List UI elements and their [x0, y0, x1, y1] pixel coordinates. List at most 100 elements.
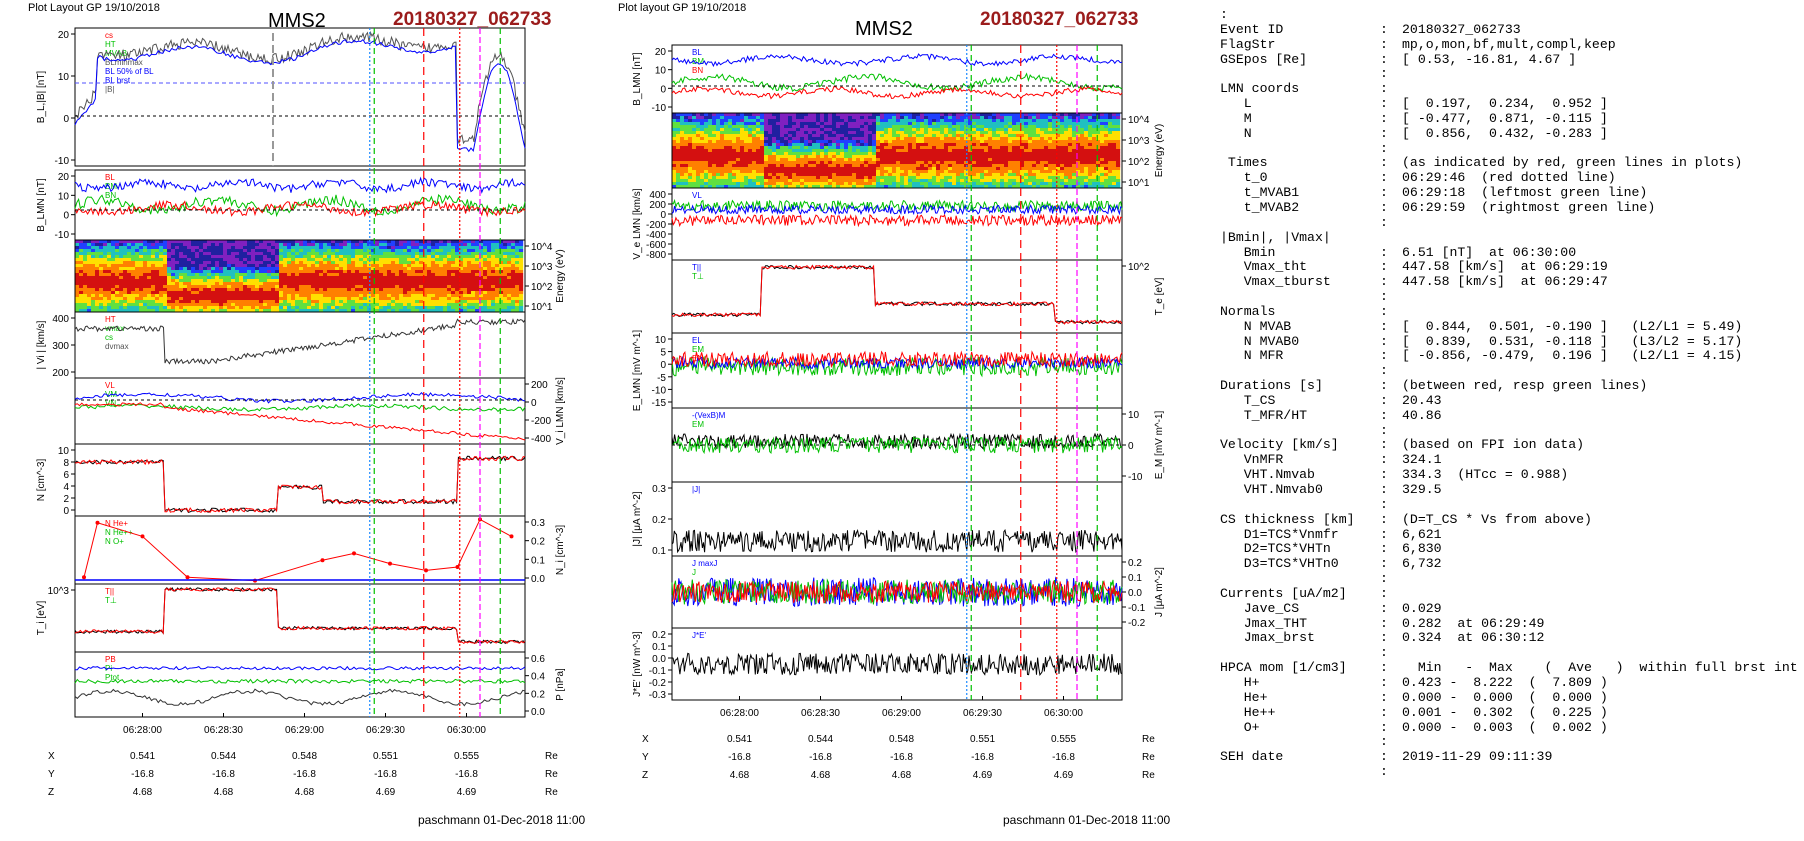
metadata-row: FlagStr: mp,o,mon,bf,mult,compl,keep — [1220, 37, 1798, 53]
metadata-value: 0.423 - 8.222 ( 7.809 ) — [1402, 674, 1608, 690]
metadata-sep: : — [1380, 585, 1388, 601]
mid-J-red-line — [671, 580, 1123, 604]
metadata-value: [ 0.53, -16.81, 4.67 ] — [1402, 51, 1577, 67]
metadata-sep: : — [1380, 541, 1388, 557]
left-pos-unit: Re — [545, 751, 558, 762]
metadata-sep: : — [1380, 734, 1388, 750]
mid-ytick-label: 400 — [649, 190, 666, 201]
metadata-row: T_CS:20.43 — [1220, 392, 1798, 409]
metadata-value: 40.86 — [1402, 407, 1442, 423]
metadata-sep: : — [1380, 749, 1388, 765]
metadata-key: L — [1220, 96, 1252, 112]
metadata-value: 0.282 at 06:29:49 — [1402, 615, 1545, 631]
mid-pos-row-label: X — [642, 734, 649, 745]
metadata-row: : — [1220, 423, 1798, 439]
mid-ytick-label: 20 — [655, 47, 667, 58]
left-legend-entry: cs — [105, 333, 113, 342]
mid-ylabel: T_e [eV] — [1154, 277, 1165, 315]
left-legend-entry: VL — [105, 381, 115, 390]
left-legend-entry: T⊥ — [105, 596, 117, 605]
metadata-sep: : — [1380, 140, 1388, 156]
metadata-row: : — [1220, 215, 1798, 231]
left-legend-entry: BL — [105, 173, 115, 182]
metadata-sep — [1380, 8, 1402, 23]
metadata-sep: : — [1380, 21, 1388, 37]
left-ytick-label: 400 — [52, 314, 69, 325]
left-legend-entry: N He+ — [105, 519, 128, 528]
metadata-row: Event ID:20180327_062733 — [1220, 21, 1798, 38]
metadata-value: (as indicated by red, green lines in plo… — [1402, 155, 1743, 171]
metadata-sep: : — [1380, 378, 1388, 394]
metadata-key: |Bmin|, |Vmax| — [1220, 229, 1331, 245]
metadata-row: N MFR: [ -0.856, -0.479, 0.196 ] (L2/L1 =… — [1220, 349, 1798, 364]
metadata-row: Jave_CS:0.029 — [1220, 600, 1798, 617]
metadata-value: Min - Max ( Ave ) within full brst int — [1402, 660, 1798, 676]
metadata-sep: : — [1380, 289, 1388, 305]
metadata-value: (based on FPI ion data) — [1402, 437, 1585, 453]
left-legend-entry: |B| — [105, 85, 115, 94]
left-legend-entry: N O+ — [105, 537, 124, 546]
left-panel-6 — [74, 515, 526, 585]
left-pos-row-label: X — [48, 751, 55, 762]
metadata-row: Jmax_brst:0.324 at 06:30:12 — [1220, 631, 1798, 646]
left-ytick-label: 6 — [63, 470, 69, 481]
metadata-key: Bmin — [1220, 244, 1276, 260]
metadata-row: D3=TCS*VHTn0:6,732 — [1220, 556, 1798, 572]
left-ytick-label: -10 — [55, 156, 70, 167]
mid-legend-entry: EM — [692, 345, 704, 354]
metadata-sep: : — [1380, 482, 1388, 497]
mid-ytick-label: -0.1 — [1128, 603, 1146, 614]
mid-ytick-label: -200 — [646, 220, 666, 231]
metadata-row: He+:0.000 - 0.000 ( 0.000 ) — [1220, 690, 1798, 706]
metadata-row: T_MFR/HT:40.86 — [1220, 407, 1798, 424]
metadata-value: [ -0.856, -0.479, 0.196 ] (L2/L1 = 4.15) — [1402, 348, 1743, 364]
metadata-sep: : — [1380, 185, 1388, 201]
metadata-value: 447.58 [km/s] at 06:29:47 — [1402, 274, 1608, 290]
metadata-key — [1220, 364, 1380, 379]
metadata-sep: : — [1380, 392, 1388, 408]
left-ylabel: N [cm^-3] — [36, 459, 47, 502]
left-Pi-line — [74, 678, 526, 684]
metadata-key: D3=TCS*VHTn0 — [1220, 556, 1339, 572]
metadata-key: D2=TCS*VHTn — [1220, 541, 1331, 557]
metadata-sep: : — [1380, 407, 1388, 423]
mid-pos-value: 0.544 — [808, 734, 833, 745]
left-ylabel: T_i [eV] — [36, 601, 47, 636]
mid-absJ-line — [671, 528, 1123, 554]
left-pos-value: -16.8 — [131, 769, 154, 780]
mid-panel-2 — [671, 187, 1123, 261]
metadata-key: N MVAB0 — [1220, 333, 1300, 349]
metadata-key: N — [1220, 125, 1252, 141]
metadata-sep: : — [1380, 81, 1388, 97]
metadata-key: Jave_CS — [1220, 600, 1300, 616]
metadata-key: Times — [1220, 155, 1268, 171]
metadata-sep: : — [1380, 764, 1388, 780]
metadata-sep: : — [1380, 600, 1388, 616]
left-Ptot-line — [74, 688, 526, 707]
left-ytick-label: 10^4 — [531, 242, 553, 253]
metadata-key: Normals — [1220, 303, 1276, 319]
mid-ytick-label: -600 — [646, 240, 666, 251]
left-BL-line — [74, 38, 526, 153]
metadata-sep: : — [1380, 51, 1388, 67]
left-legend-entry: BLminmax — [105, 58, 143, 67]
mid-panel-3 — [671, 259, 1123, 334]
left-pos-row-label: Z — [48, 787, 54, 798]
left-ytick-label: -10 — [55, 230, 70, 241]
metadata-row: D2=TCS*VHTn:6,830 — [1220, 542, 1798, 557]
metadata-value: 06:29:59 (rightmost green line) — [1402, 199, 1656, 215]
metadata-key — [1220, 765, 1380, 780]
metadata-sep: : — [1380, 615, 1388, 631]
metadata-value: 2019-11-29 09:11:39 — [1402, 749, 1553, 765]
left-panel-0 — [74, 27, 526, 167]
metadata-key: Vmax_tburst — [1220, 274, 1331, 290]
left-ytick-label: 0 — [63, 114, 69, 125]
metadata-key — [1220, 67, 1380, 82]
metadata-sep: : — [1380, 363, 1388, 379]
metadata-value: 6.51 [nT] at 06:30:00 — [1402, 244, 1577, 260]
left-Tpar-line — [74, 587, 526, 645]
metadata-key — [1220, 142, 1380, 157]
mid-ytick-label: -800 — [646, 250, 666, 261]
left-legend-entry: BN — [105, 191, 116, 200]
metadata-sep: : — [1380, 199, 1388, 215]
